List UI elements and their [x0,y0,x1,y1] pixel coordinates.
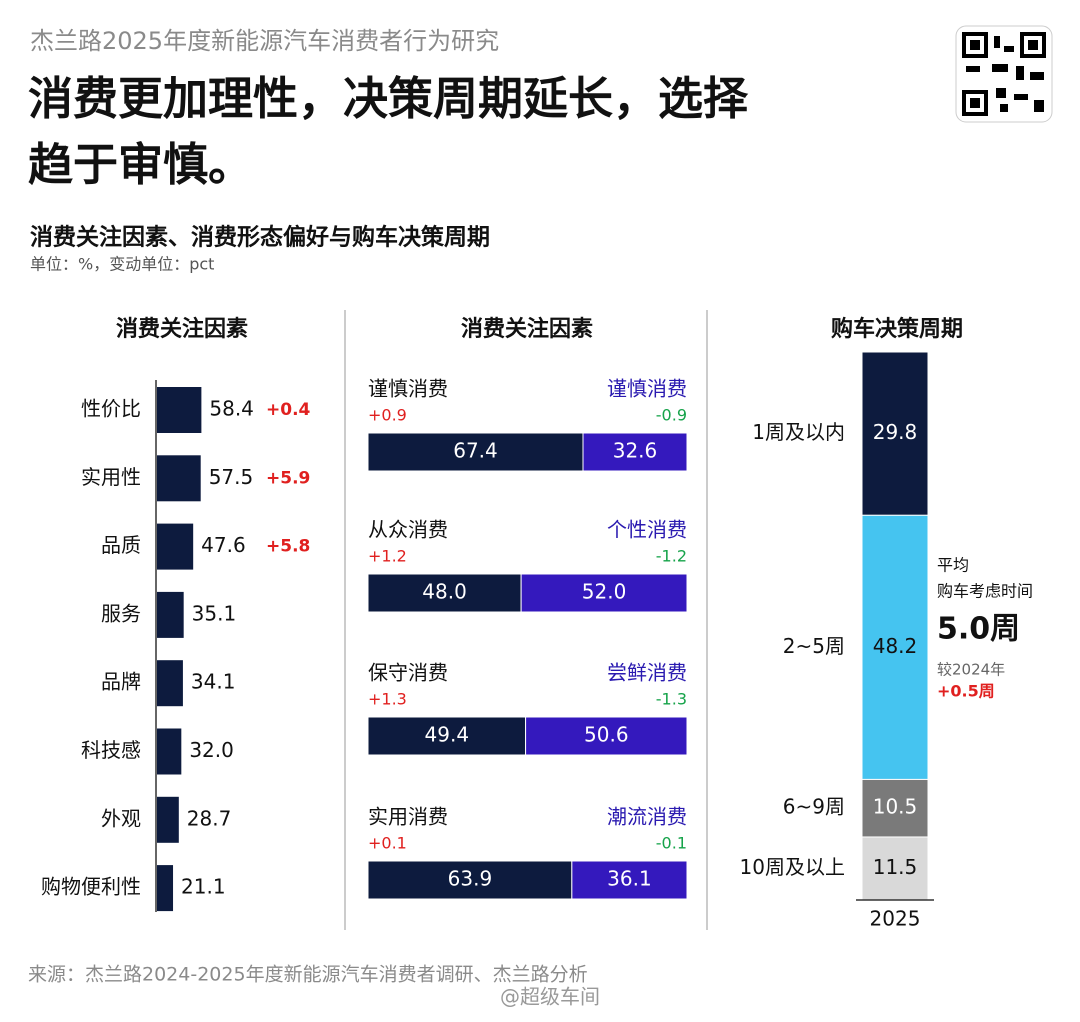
bar [157,660,183,707]
bar-segment [367,860,573,900]
category-label: 外观 [101,806,141,830]
row-label: 谨慎消费 [368,377,448,401]
column-segment [861,778,929,838]
change-label: +0.9 [368,406,407,425]
change-label: +5.8 [266,537,310,557]
change-label: -0.9 [656,406,687,425]
column-segment [861,351,929,516]
category-label: 10周及以上 [740,855,845,879]
value-label: 36.1 [607,867,652,891]
category-label: 2~5周 [783,634,845,658]
qr-code [955,25,1053,123]
value-label: 29.8 [873,420,918,444]
unit-note: 单位：%，变动单位：pct [30,255,214,274]
value-label: 57.5 [209,465,254,489]
value-label: 49.4 [425,723,470,747]
bar-segment [367,573,522,613]
column-segment [861,514,929,780]
bar-segment [582,432,688,472]
value-label: 34.1 [191,670,236,694]
row-label: 谨慎消费 [607,377,687,401]
category-label: 科技感 [81,738,141,762]
value-label: 28.7 [187,806,232,830]
category-label: 品质 [101,533,141,557]
category-label: 6~9周 [783,795,845,819]
change-label: -0.1 [656,834,687,853]
value-label: 48.0 [422,580,467,604]
bar-segment [367,716,527,756]
column-segment [861,836,929,901]
title-line: 趋于审慎。 [28,138,253,191]
value-label: 35.1 [192,601,237,625]
change-label: -1.3 [656,690,687,709]
value-label: 58.4 [209,397,254,421]
category-label: 1周及以内 [752,420,845,444]
title-line: 消费更加理性，决策周期延长，选择 [28,72,749,125]
row-label: 个性消费 [607,518,687,542]
bar [157,728,182,775]
row-label: 尝鲜消费 [607,661,687,685]
value-label: 67.4 [453,439,498,463]
value-label: 47.6 [201,533,246,557]
change-label: +0.1 [368,834,407,853]
change-label: +0.4 [266,400,311,420]
bar-segment [367,432,584,472]
annotation-compare: 较2024年 [937,661,1005,679]
source: 来源：杰兰路2024-2025年度新能源汽车消费者调研、杰兰路分析 [28,964,588,986]
value-label: 48.2 [873,634,918,658]
annotation-highlight: 5.0周 [937,612,1020,647]
category-label: 品牌 [101,670,141,694]
subtitle: 消费关注因素、消费形态偏好与购车决策周期 [30,224,490,251]
watermark: @超级车间 [500,985,600,1009]
bar [157,455,201,502]
row-label: 保守消费 [368,661,448,685]
category-label: 购物便利性 [41,875,141,899]
change-label: +1.3 [368,690,407,709]
value-label: 10.5 [873,795,918,819]
x-label: 2025 [870,907,921,931]
category-label: 性价比 [81,397,141,421]
change-label: +5.9 [266,468,310,488]
bar [157,865,174,912]
bar-segment [520,573,688,613]
bar-segment [525,716,688,756]
brand: 杰兰路2025年度新能源汽车消费者行为研究 [30,27,499,55]
value-label: 21.1 [181,875,226,899]
value-label: 11.5 [873,855,918,879]
bar [157,523,194,570]
row-label: 从众消费 [368,518,448,542]
value-label: 52.0 [582,580,627,604]
annotation-line: 平均 [937,556,969,575]
change-label: +1.2 [368,547,407,566]
chart-title: 消费关注因素 [116,316,248,342]
category-label: 实用性 [81,465,141,489]
value-label: 32.6 [613,439,658,463]
chart-title: 购车决策周期 [831,316,963,342]
bar-segment [571,860,688,900]
row-label: 潮流消费 [607,805,687,829]
annotation-line: 购车考虑时间 [937,582,1033,601]
chart-title: 消费关注因素 [461,316,593,342]
annotation-change: +0.5周 [937,682,995,701]
bar [157,387,202,433]
bar [157,796,179,843]
value-label: 32.0 [189,738,234,762]
value-label: 50.6 [584,723,629,747]
category-label: 服务 [101,601,141,625]
value-label: 63.9 [448,867,493,891]
change-label: -1.2 [656,547,687,566]
bar [157,591,184,638]
row-label: 实用消费 [368,805,448,829]
